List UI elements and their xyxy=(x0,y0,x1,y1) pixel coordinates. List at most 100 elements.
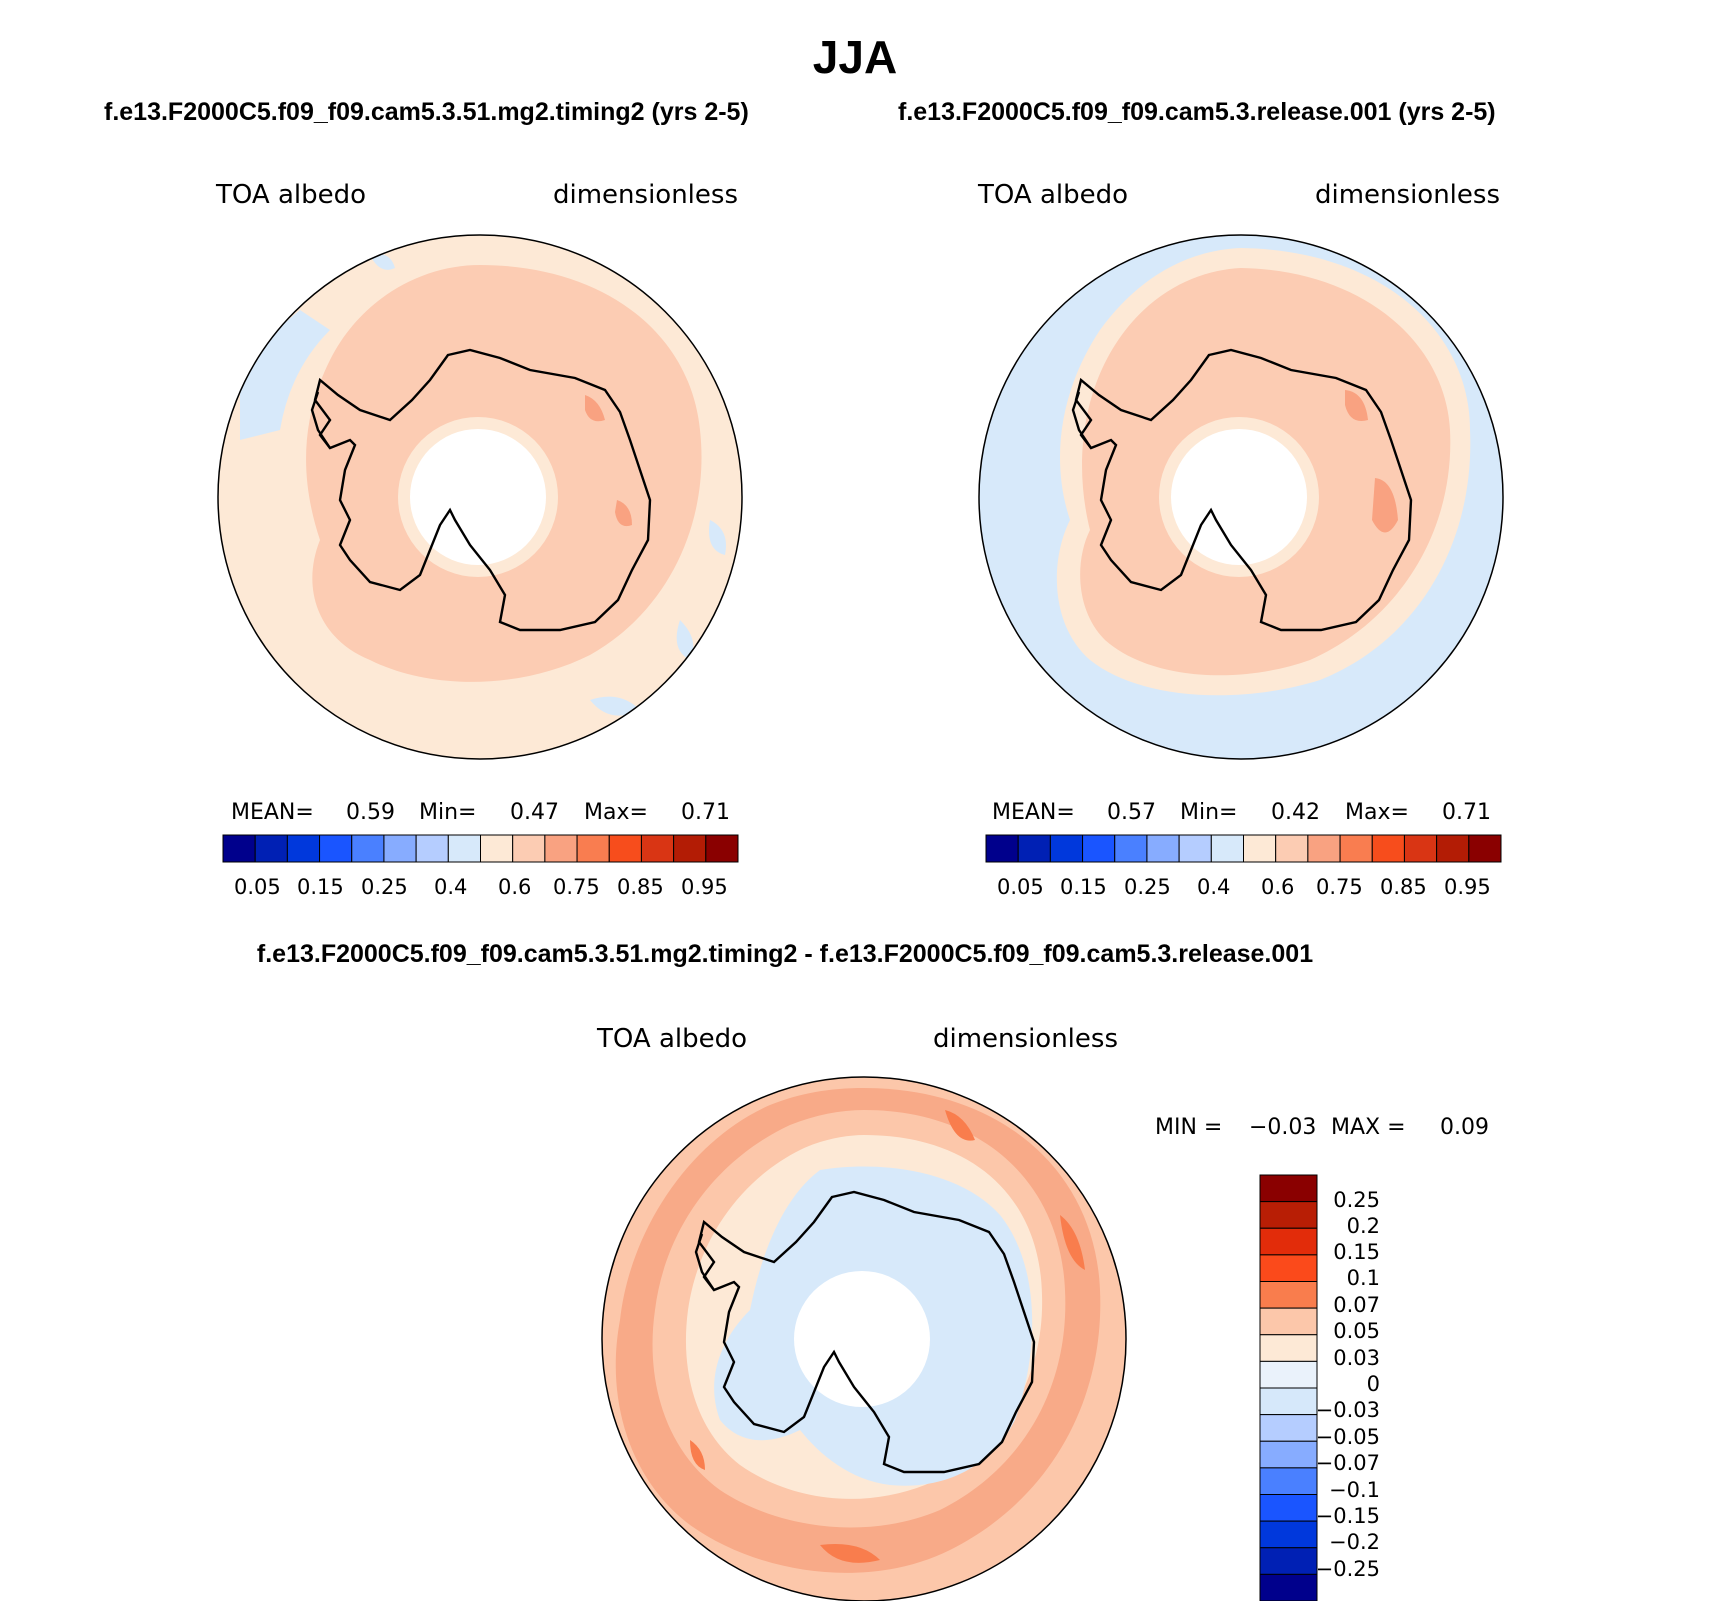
colorbar-swatch xyxy=(1082,834,1116,863)
panel1-min-value: 0.47 xyxy=(510,800,559,825)
colorbar-swatch xyxy=(1259,1467,1318,1495)
panel1-min-label: Min= xyxy=(419,800,477,825)
positive-peak xyxy=(1060,1215,1085,1270)
cbar1-tick: 0.95 xyxy=(681,875,728,899)
antarctic-peninsula xyxy=(694,1233,715,1291)
cbar2-tick: 0.85 xyxy=(1380,875,1427,899)
colorbar-swatch xyxy=(544,834,578,863)
antarctica-coastline xyxy=(697,1190,1036,1474)
cbar-diff-tick: 0.03 xyxy=(1333,1346,1380,1370)
colorbar-swatch xyxy=(1259,1334,1318,1362)
colorbar-swatch xyxy=(512,834,546,863)
cbar1-tick: 0.05 xyxy=(234,875,281,899)
cbar1-tick: 0.75 xyxy=(553,875,600,899)
case2-title: f.e13.F2000C5.f09_f09.cam5.3.release.001… xyxy=(898,98,1496,126)
cbar1-tick: 0.15 xyxy=(297,875,344,899)
polar-hole xyxy=(410,429,546,565)
cbar-diff-tick: 0 xyxy=(1366,1372,1380,1396)
panel1-variable: TOA albedo xyxy=(216,180,367,210)
colorbar-swatch xyxy=(222,834,256,863)
difference-title: f.e13.F2000C5.f09_f09.cam5.3.51.mg2.timi… xyxy=(256,940,1314,968)
colorbar-swatch xyxy=(1259,1414,1318,1442)
diff-max-label: MAX = xyxy=(1331,1115,1406,1140)
cbar-diff-tick: −0.15 xyxy=(1315,1504,1380,1528)
colorbar-swatch xyxy=(640,834,675,863)
cbar-diff-tick: −0.2 xyxy=(1329,1530,1380,1554)
cbar-diff-tick: −0.07 xyxy=(1315,1451,1380,1475)
low-albedo-patch xyxy=(676,620,694,660)
colorbar-swatch xyxy=(1210,834,1244,863)
colorbar-swatch xyxy=(1114,834,1148,863)
cbar2-tick: 0.05 xyxy=(997,875,1044,899)
cbar-diff-tick: −0.1 xyxy=(1329,1478,1380,1502)
panel1-mean-label: MEAN= xyxy=(231,800,314,825)
colorbar-swatch xyxy=(286,834,321,863)
map-border xyxy=(217,234,743,760)
colorbar-swatch xyxy=(705,834,739,863)
cbar1-tick: 0.85 xyxy=(617,875,664,899)
cbar-diff-tick: 0.15 xyxy=(1333,1240,1380,1264)
low-albedo-patch xyxy=(590,696,640,716)
cbar-diff-tick: 0.25 xyxy=(1333,1188,1380,1212)
diff-min-label: MIN = xyxy=(1155,1115,1223,1140)
diff-max-value: 0.09 xyxy=(1440,1115,1489,1140)
low-albedo-patch xyxy=(370,253,395,270)
panel2-units: dimensionless xyxy=(1315,180,1500,210)
cbar-diff-tick: 0.1 xyxy=(1346,1266,1380,1290)
low-albedo-patch xyxy=(709,520,726,555)
diff-variable: TOA albedo xyxy=(597,1024,748,1054)
cbar1-tick: 0.25 xyxy=(361,875,408,899)
colorbar-swatch xyxy=(673,834,707,863)
colorbar-swatch xyxy=(1259,1307,1318,1336)
cbar2-tick: 0.75 xyxy=(1316,875,1363,899)
colorbar-swatch xyxy=(576,834,610,863)
peak-patch xyxy=(1345,390,1368,421)
colorbar-swatch xyxy=(1259,1201,1318,1229)
cbar-diff-tick: 0.2 xyxy=(1346,1214,1380,1238)
cbar2-tick: 0.15 xyxy=(1060,875,1107,899)
colorbar-swatch xyxy=(319,834,353,863)
colorbar-swatch xyxy=(985,834,1019,863)
panel2-max-label: Max= xyxy=(1345,800,1409,825)
cbar2-tick: 0.95 xyxy=(1444,875,1491,899)
peak-patch xyxy=(615,500,632,527)
polar-hole xyxy=(1171,429,1307,565)
colorbar-swatch xyxy=(1243,834,1277,863)
colorbar-swatch xyxy=(1259,1174,1318,1203)
colorbar-swatch xyxy=(1146,834,1180,863)
panel2-min-label: Min= xyxy=(1180,800,1238,825)
diff-min-value: −0.03 xyxy=(1249,1115,1317,1140)
colorbar-swatch xyxy=(1259,1573,1318,1601)
colorbar-swatch xyxy=(608,834,642,863)
colorbar-swatch xyxy=(415,834,449,863)
colorbar-swatch xyxy=(351,834,385,863)
cbar1-tick: 0.6 xyxy=(498,875,532,899)
colorbar-swatch xyxy=(1403,834,1438,863)
map-border xyxy=(978,234,1504,760)
colorbar-swatch xyxy=(1468,834,1502,863)
panel2-max-value: 0.71 xyxy=(1442,800,1491,825)
colorbar-swatch xyxy=(1259,1494,1318,1522)
panel2-variable: TOA albedo xyxy=(978,180,1129,210)
colorbar-swatch xyxy=(1259,1227,1318,1256)
panel2-min-value: 0.42 xyxy=(1271,800,1320,825)
cbar2-tick: 0.25 xyxy=(1124,875,1171,899)
cbar-diff-tick: 0.05 xyxy=(1333,1319,1380,1343)
colorbar-swatch xyxy=(480,834,514,863)
panel1-max-label: Max= xyxy=(584,800,648,825)
panel2-mean-value: 0.57 xyxy=(1107,800,1156,825)
colorbar-swatch xyxy=(1259,1387,1318,1416)
colorbar-swatch xyxy=(254,834,288,863)
diff-units: dimensionless xyxy=(933,1024,1118,1054)
cbar2-tick: 0.6 xyxy=(1261,875,1295,899)
antarctica-coastline xyxy=(1074,348,1413,632)
colorbar-difference xyxy=(1259,1174,1318,1601)
panel1-mean-value: 0.59 xyxy=(346,800,395,825)
low-albedo-patch xyxy=(240,310,330,440)
colorbar-swatch xyxy=(383,834,417,863)
colorbar-swatch xyxy=(1339,834,1373,863)
panel1-units: dimensionless xyxy=(553,180,738,210)
colorbar-case2 xyxy=(985,834,1502,863)
